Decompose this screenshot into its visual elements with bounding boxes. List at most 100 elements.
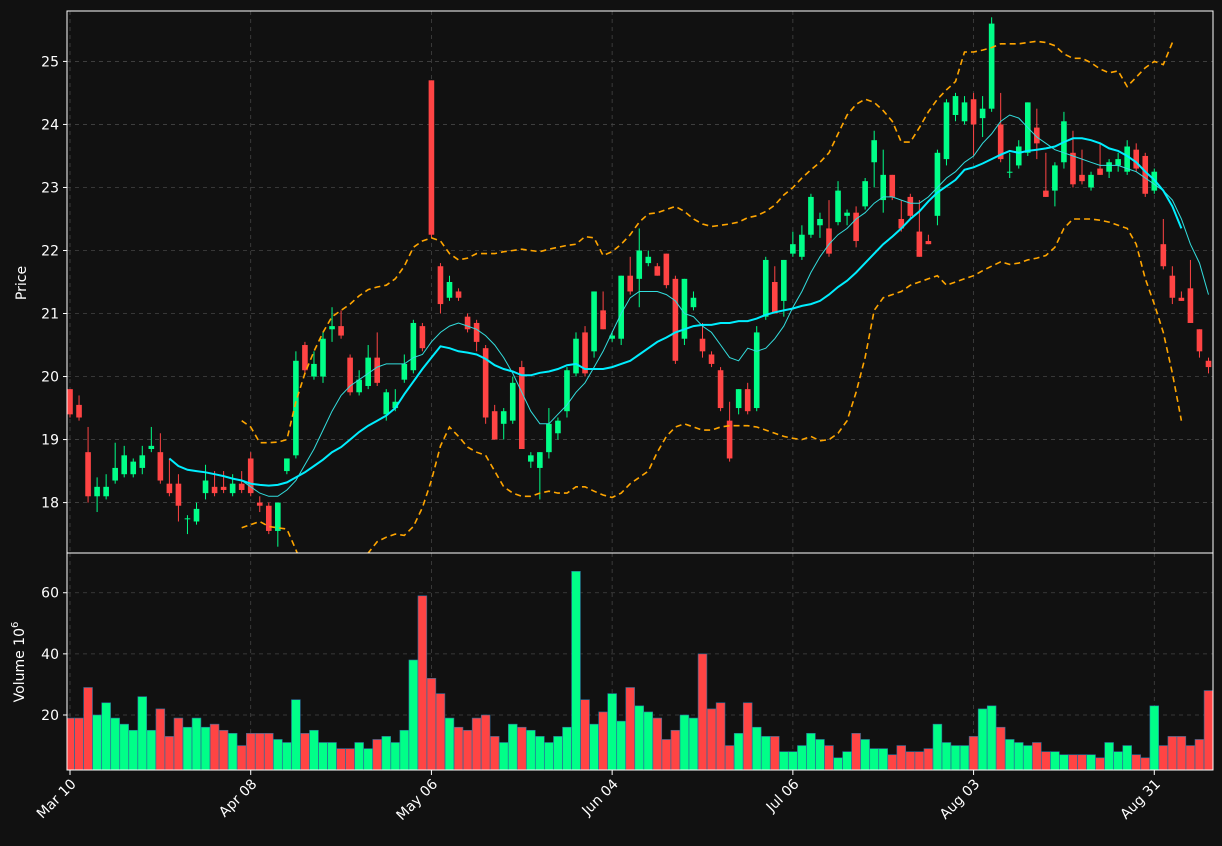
candle-body xyxy=(636,250,643,279)
volume-bar xyxy=(652,717,663,770)
volume-bar xyxy=(589,723,599,770)
volume-bar xyxy=(354,742,364,770)
candle-body xyxy=(645,256,652,264)
candle-body xyxy=(320,338,326,377)
volume-bar xyxy=(1113,751,1123,770)
volume-bar xyxy=(336,748,346,770)
candle-body xyxy=(175,483,182,506)
volume-bar xyxy=(399,729,410,770)
candle-body xyxy=(744,389,751,412)
price-panel-frame xyxy=(66,10,1214,554)
candle-body xyxy=(256,502,263,506)
volume-bar xyxy=(770,736,780,770)
volume-bar xyxy=(986,705,997,770)
volume-bar xyxy=(327,742,337,770)
candle-body xyxy=(193,508,200,522)
candle-body xyxy=(681,278,688,339)
candle-body xyxy=(383,392,390,415)
volume-bar xyxy=(616,720,626,770)
x-tick-label: Apr 08 xyxy=(216,776,260,820)
volume-y-axis: 20 40 60 xyxy=(41,586,67,724)
volume-bar xyxy=(245,733,256,770)
volume-bar xyxy=(1041,751,1051,770)
volume-bar xyxy=(164,736,175,770)
volume-bar xyxy=(462,729,473,770)
slow-ma-line xyxy=(168,137,1183,487)
candle-body xyxy=(293,360,299,456)
volume-bar xyxy=(860,739,870,770)
volume-bar xyxy=(535,736,545,770)
volume-bar xyxy=(950,745,961,770)
volume-bar xyxy=(200,726,211,770)
volume-bar xyxy=(318,742,328,770)
volume-bar xyxy=(128,729,138,770)
volume-bar xyxy=(1194,739,1205,770)
candle-body xyxy=(482,348,489,418)
volume-bar xyxy=(1140,757,1150,770)
volume-bar xyxy=(372,739,382,770)
candle-body xyxy=(166,483,173,494)
volume-bar xyxy=(182,726,193,770)
volume-panel-frame xyxy=(66,552,1214,771)
candle-body xyxy=(1070,152,1076,185)
candle-body xyxy=(112,467,118,481)
candle-body xyxy=(871,140,877,163)
volume-axis-label-text: Volume xyxy=(12,650,28,702)
volume-bar xyxy=(1131,754,1141,770)
candle-body xyxy=(130,461,137,475)
fast-ma-line xyxy=(241,114,1209,497)
volume-bar xyxy=(878,748,888,770)
price-tick-label: 18 xyxy=(41,496,59,512)
candle-body xyxy=(663,253,670,286)
volume-axis-label: Volume 106 xyxy=(10,622,28,703)
volume-bar xyxy=(1077,754,1087,770)
volume-bar xyxy=(842,751,852,770)
volume-bar xyxy=(489,736,500,770)
candle-body xyxy=(509,382,516,421)
candle-body xyxy=(347,357,353,393)
candle-body xyxy=(979,108,986,119)
volume-bar xyxy=(255,733,265,770)
price-tick-label: 24 xyxy=(41,117,59,133)
volume-bar xyxy=(309,729,319,770)
candle-body xyxy=(735,389,742,409)
candle-body xyxy=(428,80,435,235)
volume-bar xyxy=(733,733,744,770)
volume-bar xyxy=(869,748,879,770)
candle-body xyxy=(753,332,760,409)
candle-body xyxy=(934,152,941,216)
candle-body xyxy=(311,363,317,377)
volume-bar xyxy=(1004,739,1015,770)
candle-body xyxy=(473,322,480,342)
volume-bar xyxy=(715,702,726,770)
volume-bar xyxy=(977,708,988,770)
candle-body xyxy=(781,259,787,301)
lower-band-line xyxy=(241,218,1183,553)
candle-body xyxy=(555,420,561,434)
volume-bar xyxy=(1203,690,1213,770)
volume-axis-label-base: 10 xyxy=(12,628,28,646)
volume-bar xyxy=(517,726,527,770)
volume-bar xyxy=(1014,742,1024,770)
volume-bar xyxy=(824,745,834,770)
volume-bar xyxy=(914,751,925,770)
price-tick-label: 21 xyxy=(41,307,59,323)
candle-body xyxy=(573,338,579,374)
volume-bar xyxy=(173,717,184,770)
volume-bar xyxy=(833,757,843,770)
candle-body xyxy=(1178,297,1185,301)
volume-bar xyxy=(598,711,608,770)
x-tick-label: Aug 31 xyxy=(1118,776,1164,822)
volume-bar xyxy=(137,696,148,770)
volume-bar xyxy=(1068,754,1078,770)
volume-bar xyxy=(390,742,401,770)
candle-body xyxy=(121,455,128,475)
volume-bar xyxy=(788,751,798,770)
candle-body xyxy=(907,196,914,216)
candle-body xyxy=(464,316,471,330)
volume-bar xyxy=(643,711,654,770)
volume-bar xyxy=(896,745,907,770)
volume-bar xyxy=(553,736,563,770)
candle-body xyxy=(1052,165,1058,191)
